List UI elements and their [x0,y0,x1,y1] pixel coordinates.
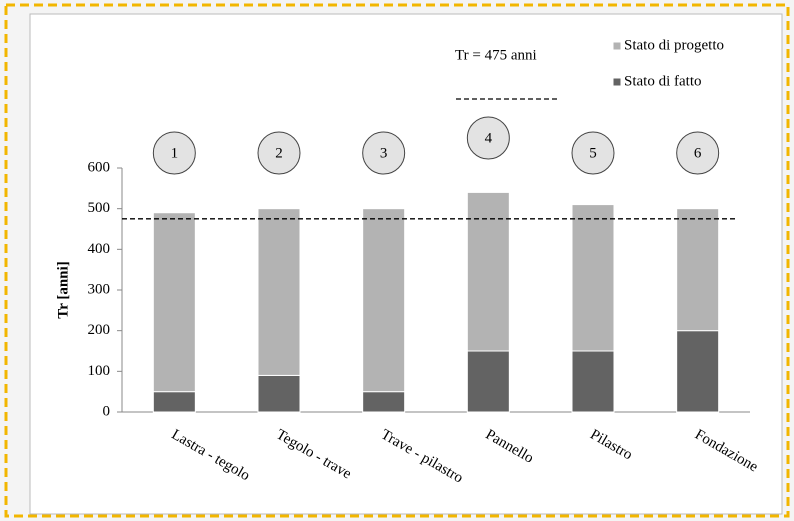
y-axis-title: Tr [anni] [55,261,71,318]
number-badge [571,131,615,175]
bar-segment [676,208,720,332]
legend-swatch [612,77,622,87]
bar-segment [152,391,196,413]
legend-swatch [612,41,622,51]
bar-segment [676,330,720,413]
badge-label: 2 [275,145,283,161]
legend-label: Stato di progetto [624,37,724,53]
threshold-label: Tr = 475 anni [455,47,537,63]
number-badge [676,131,720,175]
y-tick-label: 100 [88,363,111,379]
y-tick-label: 300 [88,281,111,297]
y-tick-label: 400 [88,241,111,257]
badge-label: 6 [694,145,702,161]
badge-label: 1 [171,145,179,161]
bar-segment [466,191,510,352]
bar-segment [257,208,301,376]
bar-segment [362,208,406,393]
badge-label: 3 [380,145,388,161]
bar-segment [571,204,615,352]
y-tick-label: 500 [88,200,111,216]
y-tick-label: 0 [103,403,111,419]
y-tick-label: 200 [88,322,111,338]
number-badge [152,131,196,175]
badge-label: 4 [485,130,493,146]
bar-segment [362,391,406,413]
bar-segment [152,212,196,393]
bar-segment [257,374,301,413]
bar-segment [466,350,510,413]
selection-border [4,3,790,518]
y-tick-label: 600 [88,159,111,175]
legend-label: Stato di fatto [624,73,702,89]
number-badge [362,131,406,175]
number-badge [466,116,510,160]
number-badge [257,131,301,175]
badge-label: 5 [589,145,597,161]
bar-segment [571,350,615,413]
